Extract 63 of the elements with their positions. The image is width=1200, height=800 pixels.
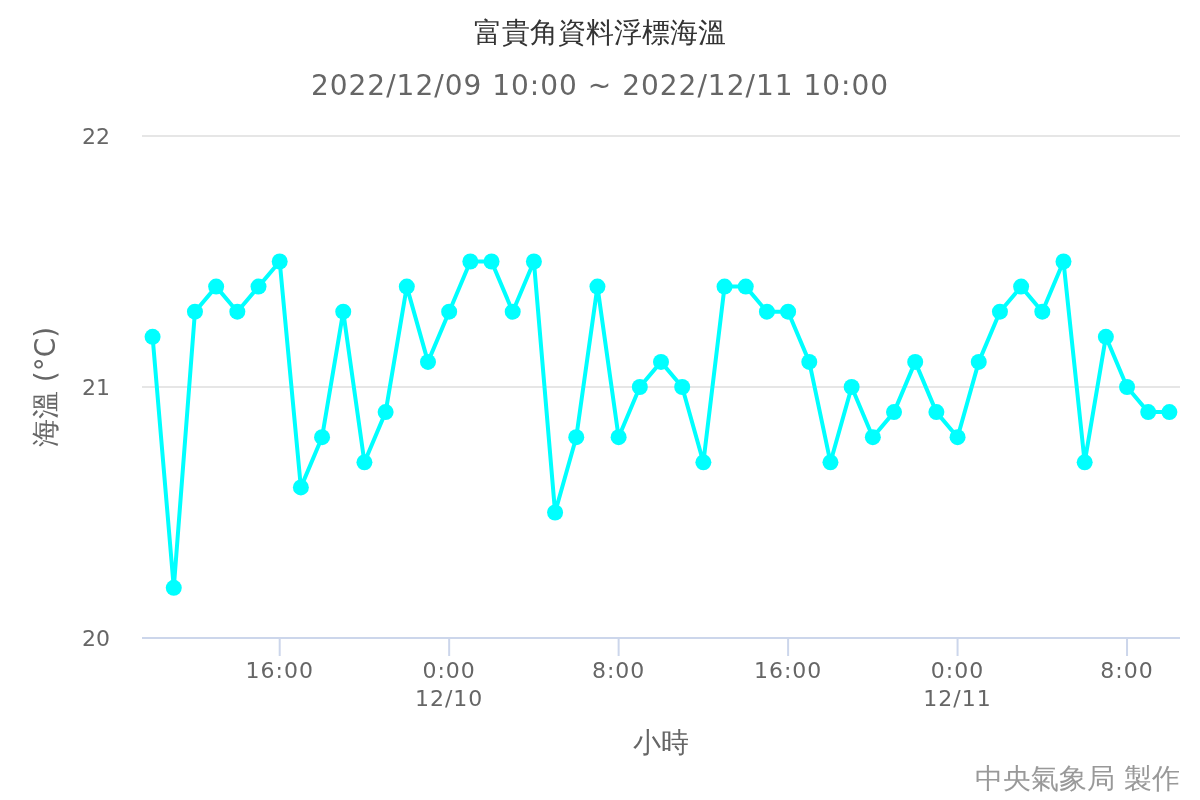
point	[1140, 404, 1157, 421]
point	[949, 429, 966, 446]
point	[335, 303, 352, 320]
point	[737, 278, 754, 295]
point	[1055, 253, 1072, 270]
point	[1161, 404, 1178, 421]
point	[928, 404, 945, 421]
y-tick-label: 22	[82, 124, 110, 149]
point	[504, 303, 521, 320]
point	[970, 353, 987, 370]
point	[186, 303, 203, 320]
point	[377, 404, 394, 421]
point	[547, 504, 564, 521]
y-axis-title: 海溫 (°C)	[29, 326, 62, 448]
point	[864, 429, 881, 446]
point	[758, 303, 775, 320]
point	[589, 278, 606, 295]
point	[144, 328, 161, 345]
point	[822, 454, 839, 471]
x-tick-label: 8:00	[591, 658, 646, 683]
point	[1076, 454, 1093, 471]
chart-title: 富貴角資料浮標海溫	[474, 16, 726, 49]
point	[1119, 379, 1136, 395]
point	[653, 353, 669, 370]
point	[843, 379, 860, 395]
point	[780, 303, 797, 320]
point	[1097, 328, 1114, 345]
point	[483, 253, 500, 270]
point	[208, 278, 225, 295]
point	[314, 429, 331, 446]
x-tick-label: 8:00	[1100, 658, 1154, 683]
point	[271, 253, 288, 270]
text: 中央氣象局 製作	[975, 762, 1180, 795]
point	[525, 253, 542, 270]
point	[674, 379, 691, 395]
x-tick-label: 0:00 12/10	[414, 658, 484, 711]
x-axis-title: 小時	[633, 726, 689, 759]
point	[419, 353, 436, 370]
point	[250, 278, 267, 295]
point	[292, 479, 309, 496]
point	[229, 303, 246, 320]
x-tick-label: 16:00	[245, 658, 314, 683]
point	[1034, 303, 1051, 320]
y-tick-label: 20	[82, 626, 110, 651]
point	[610, 429, 627, 446]
point	[631, 379, 648, 395]
chart-subtitle: 2022/12/09 10:00 ~ 2022/12/11 10:00	[310, 69, 890, 102]
point	[991, 303, 1008, 320]
point	[886, 404, 903, 421]
y-tick-label: 21	[82, 375, 110, 400]
point	[165, 579, 182, 596]
point	[356, 454, 373, 471]
point	[801, 353, 818, 370]
point	[907, 353, 924, 370]
point	[568, 429, 585, 446]
point	[695, 454, 712, 471]
point	[716, 278, 733, 295]
point	[441, 303, 458, 320]
point	[1013, 278, 1030, 295]
point	[462, 253, 479, 270]
x-tick-label: 16:00	[753, 658, 823, 683]
point	[398, 278, 415, 295]
x-tick-label: 0:00 12/11	[923, 658, 992, 711]
